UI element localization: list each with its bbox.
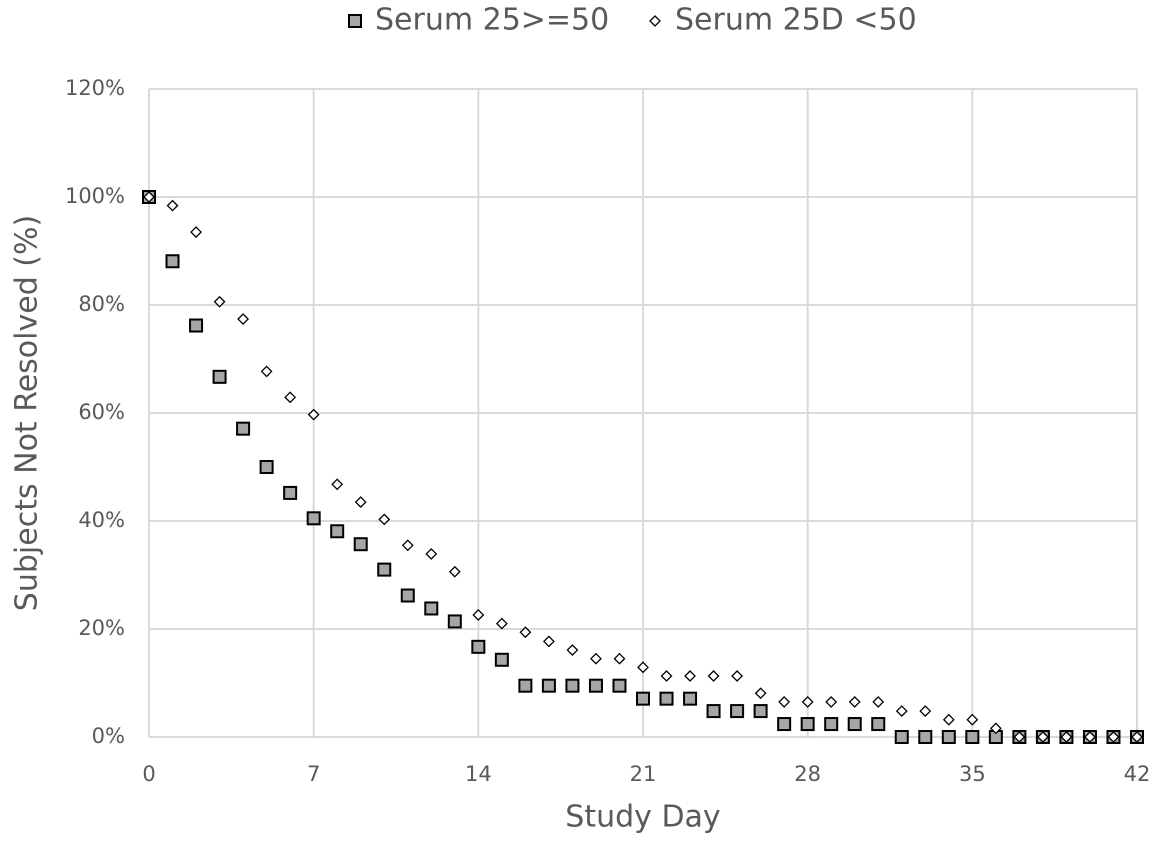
- marker: [989, 722, 1002, 735]
- y-tick-label: 40%: [78, 508, 125, 532]
- marker: [636, 691, 650, 706]
- marker: [800, 717, 815, 732]
- marker: [942, 713, 955, 726]
- marker: [166, 199, 179, 212]
- marker: [1036, 731, 1049, 743]
- marker: [541, 678, 556, 693]
- marker: [284, 391, 297, 404]
- marker: [377, 562, 392, 577]
- marker: [588, 678, 603, 693]
- marker: [400, 588, 415, 603]
- marker: [919, 705, 932, 717]
- marker: [566, 644, 579, 656]
- marker: [637, 661, 649, 674]
- marker: [847, 717, 862, 732]
- marker: [1131, 731, 1143, 743]
- marker: [965, 730, 980, 744]
- x-tick-label: 14: [465, 762, 492, 786]
- marker: [848, 695, 861, 708]
- marker: [260, 365, 273, 378]
- marker: [448, 565, 461, 578]
- legend-marker: [348, 14, 362, 28]
- marker: [660, 670, 673, 682]
- x-tick-label: 7: [307, 762, 320, 786]
- marker: [378, 513, 391, 526]
- marker: [777, 717, 792, 732]
- marker: [778, 695, 791, 708]
- marker: [495, 617, 508, 630]
- marker: [707, 670, 720, 682]
- y-tick-label: 60%: [78, 400, 125, 424]
- marker: [1084, 731, 1096, 743]
- marker: [542, 635, 555, 648]
- marker: [353, 537, 368, 552]
- marker: [895, 705, 908, 717]
- marker: [918, 730, 933, 744]
- marker: [143, 191, 155, 203]
- x-axis-title: Study Day: [565, 800, 720, 835]
- marker: [1060, 731, 1073, 743]
- legend-marker: [649, 15, 661, 27]
- marker: [236, 421, 251, 436]
- marker: [213, 295, 226, 308]
- marker: [731, 670, 744, 682]
- marker: [894, 730, 909, 744]
- marker: [872, 695, 885, 708]
- y-tick-label: 120%: [65, 76, 125, 100]
- marker: [447, 614, 462, 629]
- marker: [683, 691, 698, 706]
- marker: [518, 678, 533, 693]
- y-tick-label: 100%: [65, 184, 125, 208]
- marker: [330, 524, 345, 539]
- marker: [424, 601, 439, 616]
- marker: [283, 485, 298, 500]
- marker: [730, 704, 745, 719]
- marker: [472, 609, 485, 621]
- marker: [706, 704, 721, 719]
- y-axis-title: Subjects Not Resolved (%): [10, 215, 45, 611]
- marker: [612, 678, 627, 693]
- legend-label: Serum 25D <50: [675, 3, 917, 38]
- marker: [519, 626, 532, 639]
- x-tick-label: 21: [630, 762, 657, 786]
- marker: [753, 704, 768, 719]
- marker: [966, 713, 979, 726]
- marker: [871, 717, 886, 732]
- marker: [824, 717, 839, 732]
- marker: [754, 687, 767, 700]
- marker: [189, 318, 204, 333]
- x-tick-label: 42: [1124, 762, 1151, 786]
- y-tick-label: 80%: [78, 292, 125, 316]
- marker: [237, 313, 250, 325]
- marker: [801, 695, 814, 708]
- marker: [354, 496, 367, 509]
- marker: [825, 695, 838, 708]
- marker: [1107, 731, 1120, 743]
- marker: [306, 511, 321, 526]
- y-tick-label: 20%: [78, 616, 125, 640]
- marker: [401, 539, 414, 552]
- marker: [331, 478, 344, 491]
- marker: [659, 691, 674, 706]
- marker: [941, 730, 956, 744]
- x-tick-label: 35: [959, 762, 986, 786]
- marker: [471, 639, 486, 654]
- marker: [259, 460, 274, 474]
- marker: [590, 652, 602, 665]
- marker: [613, 652, 626, 665]
- marker: [165, 254, 180, 269]
- marker: [684, 670, 696, 682]
- marker: [1013, 731, 1026, 743]
- marker: [190, 226, 202, 239]
- marker: [494, 652, 509, 667]
- y-tick-label: 0%: [92, 724, 125, 748]
- marker: [565, 678, 580, 693]
- legend-label: Serum 25>=50: [375, 3, 609, 38]
- x-tick-label: 0: [142, 762, 155, 786]
- x-tick-label: 28: [794, 762, 821, 786]
- marker: [307, 408, 320, 421]
- marker: [425, 548, 438, 560]
- marker: [212, 369, 227, 384]
